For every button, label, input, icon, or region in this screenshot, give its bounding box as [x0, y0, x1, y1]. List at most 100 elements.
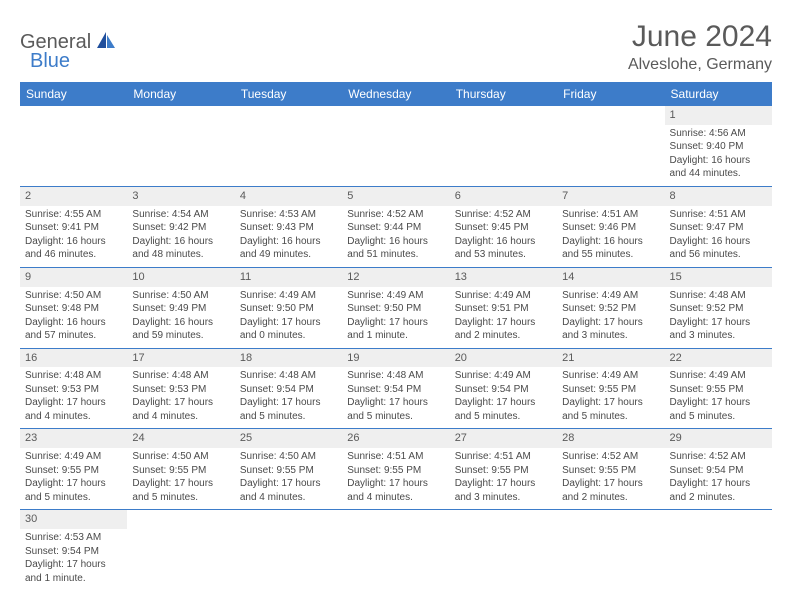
sunrise-text: Sunrise: 4:50 AM — [240, 450, 337, 464]
sunrise-text: Sunrise: 4:52 AM — [347, 208, 444, 222]
sunrise-text: Sunrise: 4:52 AM — [455, 208, 552, 222]
sunrise-text: Sunrise: 4:51 AM — [347, 450, 444, 464]
day-number: 25 — [235, 429, 342, 448]
day-cell: Sunrise: 4:48 AMSunset: 9:54 PMDaylight:… — [342, 367, 449, 429]
sunset-text: Sunset: 9:41 PM — [25, 221, 122, 235]
daylight-text: Daylight: 17 hours and 3 minutes. — [455, 477, 552, 504]
weekday-header: Monday — [127, 82, 234, 106]
day-cell: Sunrise: 4:55 AMSunset: 9:41 PMDaylight:… — [20, 206, 127, 268]
day-number — [342, 106, 449, 125]
day-cell: Sunrise: 4:49 AMSunset: 9:51 PMDaylight:… — [450, 287, 557, 349]
weekday-header: Thursday — [450, 82, 557, 106]
sunset-text: Sunset: 9:55 PM — [455, 464, 552, 478]
day-cell: Sunrise: 4:53 AMSunset: 9:54 PMDaylight:… — [20, 529, 127, 590]
day-number: 11 — [235, 267, 342, 286]
sunrise-text: Sunrise: 4:48 AM — [670, 289, 767, 303]
day-cell — [342, 125, 449, 187]
day-cell: Sunrise: 4:48 AMSunset: 9:53 PMDaylight:… — [127, 367, 234, 429]
day-cell: Sunrise: 4:56 AMSunset: 9:40 PMDaylight:… — [665, 125, 772, 187]
daynum-row: 16171819202122 — [20, 348, 772, 367]
sunset-text: Sunset: 9:55 PM — [347, 464, 444, 478]
day-cell — [235, 529, 342, 590]
day-number: 15 — [665, 267, 772, 286]
sunset-text: Sunset: 9:55 PM — [562, 464, 659, 478]
daylight-text: Daylight: 16 hours and 57 minutes. — [25, 316, 122, 343]
daylight-text: Daylight: 17 hours and 5 minutes. — [455, 396, 552, 423]
header: General June 2024 Alveslohe, Germany — [20, 20, 772, 74]
sunrise-text: Sunrise: 4:49 AM — [25, 450, 122, 464]
daynum-row: 1 — [20, 106, 772, 125]
sunrise-text: Sunrise: 4:53 AM — [25, 531, 122, 545]
day-cell: Sunrise: 4:49 AMSunset: 9:55 PMDaylight:… — [665, 367, 772, 429]
sunrise-text: Sunrise: 4:52 AM — [562, 450, 659, 464]
day-number: 9 — [20, 267, 127, 286]
sunset-text: Sunset: 9:55 PM — [25, 464, 122, 478]
sunrise-text: Sunrise: 4:56 AM — [670, 127, 767, 141]
day-number — [342, 510, 449, 529]
month-title: June 2024 — [628, 20, 772, 54]
daylight-text: Daylight: 17 hours and 0 minutes. — [240, 316, 337, 343]
daylight-text: Daylight: 17 hours and 3 minutes. — [670, 316, 767, 343]
sunset-text: Sunset: 9:53 PM — [25, 383, 122, 397]
calendar-table: Sunday Monday Tuesday Wednesday Thursday… — [20, 82, 772, 590]
daylight-text: Daylight: 17 hours and 3 minutes. — [562, 316, 659, 343]
sunset-text: Sunset: 9:42 PM — [132, 221, 229, 235]
daylight-text: Daylight: 16 hours and 53 minutes. — [455, 235, 552, 262]
day-number — [557, 510, 664, 529]
info-row: Sunrise: 4:48 AMSunset: 9:53 PMDaylight:… — [20, 367, 772, 429]
daynum-row: 23242526272829 — [20, 429, 772, 448]
weekday-header-row: Sunday Monday Tuesday Wednesday Thursday… — [20, 82, 772, 106]
day-number: 8 — [665, 186, 772, 205]
weekday-header: Tuesday — [235, 82, 342, 106]
sunrise-text: Sunrise: 4:50 AM — [132, 450, 229, 464]
day-number — [450, 510, 557, 529]
day-cell: Sunrise: 4:50 AMSunset: 9:48 PMDaylight:… — [20, 287, 127, 349]
weekday-header: Wednesday — [342, 82, 449, 106]
day-number: 1 — [665, 106, 772, 125]
daylight-text: Daylight: 17 hours and 4 minutes. — [240, 477, 337, 504]
day-number — [557, 106, 664, 125]
day-number: 24 — [127, 429, 234, 448]
day-cell — [127, 529, 234, 590]
day-number — [127, 510, 234, 529]
daylight-text: Daylight: 17 hours and 2 minutes. — [562, 477, 659, 504]
sunrise-text: Sunrise: 4:48 AM — [132, 369, 229, 383]
daylight-text: Daylight: 17 hours and 5 minutes. — [25, 477, 122, 504]
day-cell — [557, 125, 664, 187]
day-cell: Sunrise: 4:49 AMSunset: 9:50 PMDaylight:… — [235, 287, 342, 349]
daylight-text: Daylight: 17 hours and 1 minute. — [25, 558, 122, 585]
day-cell: Sunrise: 4:52 AMSunset: 9:55 PMDaylight:… — [557, 448, 664, 510]
sunrise-text: Sunrise: 4:51 AM — [670, 208, 767, 222]
sunset-text: Sunset: 9:51 PM — [455, 302, 552, 316]
daylight-text: Daylight: 16 hours and 49 minutes. — [240, 235, 337, 262]
day-number: 7 — [557, 186, 664, 205]
day-number: 18 — [235, 348, 342, 367]
sunset-text: Sunset: 9:54 PM — [455, 383, 552, 397]
daylight-text: Daylight: 17 hours and 5 minutes. — [670, 396, 767, 423]
day-cell: Sunrise: 4:52 AMSunset: 9:44 PMDaylight:… — [342, 206, 449, 268]
day-number: 17 — [127, 348, 234, 367]
day-number — [235, 106, 342, 125]
sunset-text: Sunset: 9:40 PM — [670, 140, 767, 154]
sunrise-text: Sunrise: 4:51 AM — [562, 208, 659, 222]
day-cell: Sunrise: 4:48 AMSunset: 9:54 PMDaylight:… — [235, 367, 342, 429]
sunrise-text: Sunrise: 4:50 AM — [25, 289, 122, 303]
day-cell: Sunrise: 4:53 AMSunset: 9:43 PMDaylight:… — [235, 206, 342, 268]
sunset-text: Sunset: 9:54 PM — [347, 383, 444, 397]
daylight-text: Daylight: 17 hours and 4 minutes. — [25, 396, 122, 423]
sunset-text: Sunset: 9:50 PM — [347, 302, 444, 316]
day-number: 26 — [342, 429, 449, 448]
day-number: 5 — [342, 186, 449, 205]
day-cell: Sunrise: 4:48 AMSunset: 9:52 PMDaylight:… — [665, 287, 772, 349]
day-number: 10 — [127, 267, 234, 286]
daylight-text: Daylight: 16 hours and 56 minutes. — [670, 235, 767, 262]
day-number: 20 — [450, 348, 557, 367]
info-row: Sunrise: 4:50 AMSunset: 9:48 PMDaylight:… — [20, 287, 772, 349]
day-number: 27 — [450, 429, 557, 448]
sunset-text: Sunset: 9:47 PM — [670, 221, 767, 235]
daylight-text: Daylight: 17 hours and 2 minutes. — [670, 477, 767, 504]
info-row: Sunrise: 4:56 AMSunset: 9:40 PMDaylight:… — [20, 125, 772, 187]
sunrise-text: Sunrise: 4:52 AM — [670, 450, 767, 464]
day-cell — [450, 125, 557, 187]
sunset-text: Sunset: 9:54 PM — [25, 545, 122, 559]
